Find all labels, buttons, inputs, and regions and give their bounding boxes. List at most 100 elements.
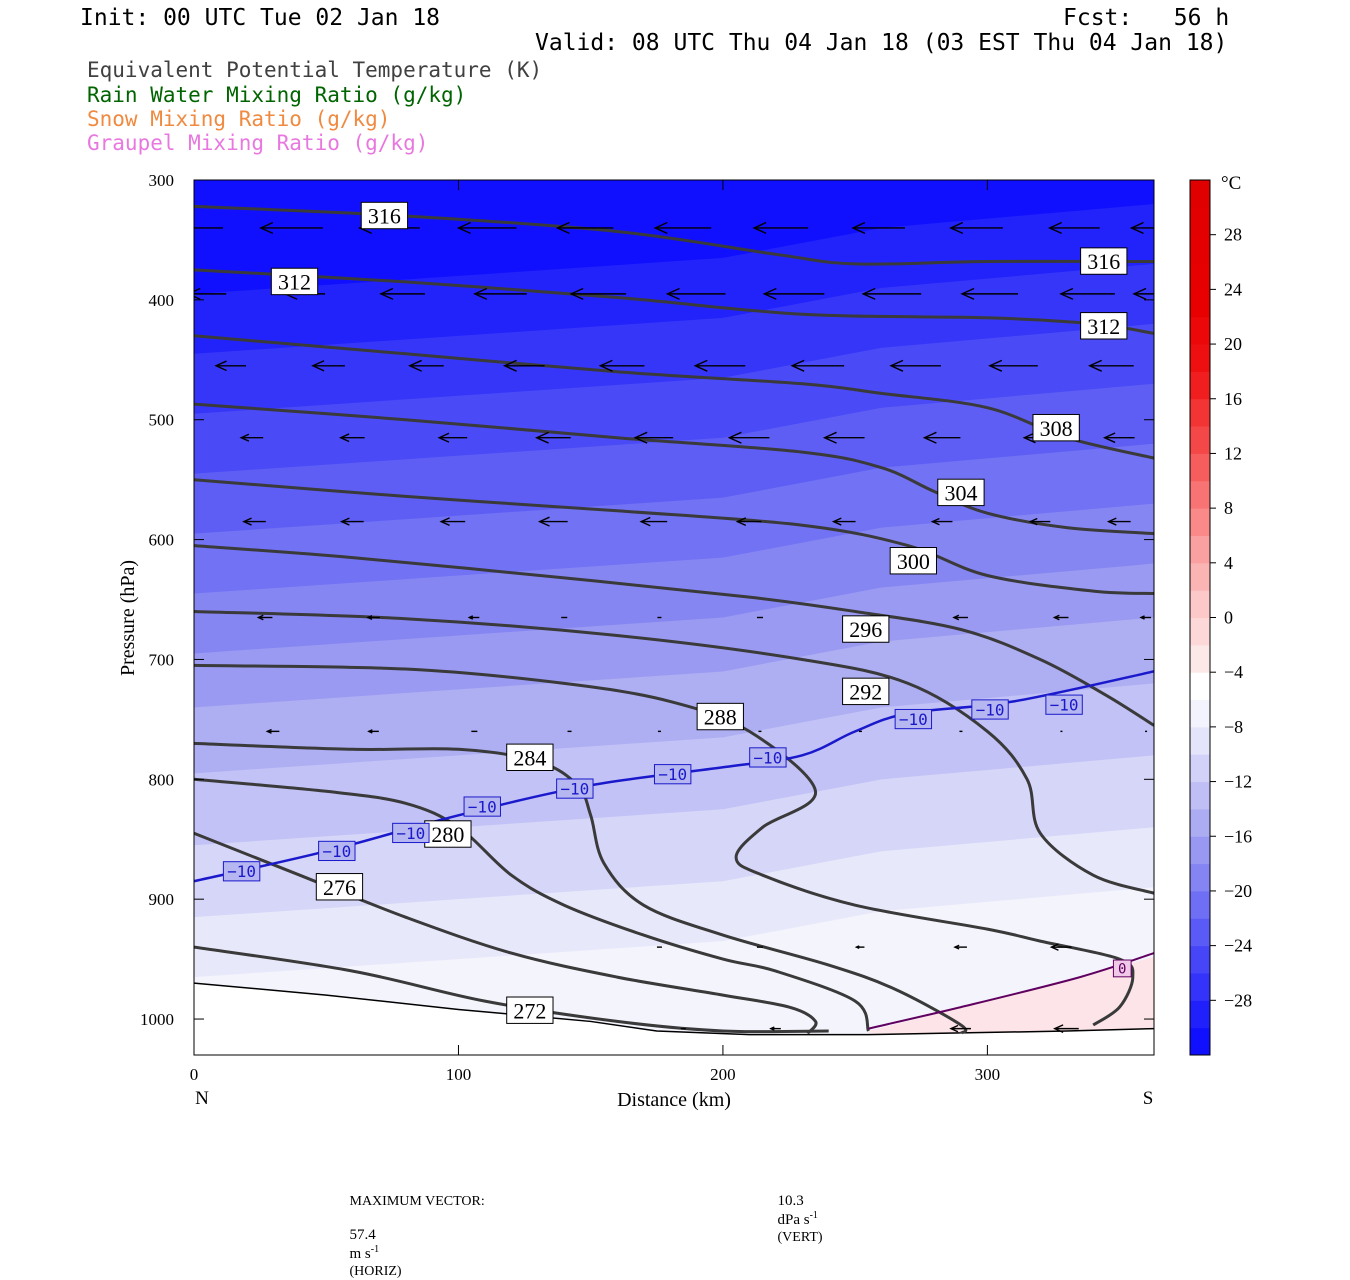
wind-vector-head — [598, 359, 613, 372]
contour-label-text: 0 — [1118, 962, 1126, 978]
init-time: Init: 00 UTC Tue 02 Jan 18 — [80, 5, 441, 31]
colorbar-segment — [1190, 945, 1210, 974]
wind-vector-head — [379, 287, 394, 300]
colorbar-segment — [1190, 726, 1210, 755]
colorbar-segment — [1190, 672, 1210, 701]
wind-vector-head — [952, 614, 960, 621]
wind-vector — [367, 729, 379, 734]
wind-vector — [242, 517, 266, 526]
contour-label-text: 296 — [849, 617, 882, 642]
wind-vector-head — [437, 432, 450, 443]
wind-vector — [569, 287, 627, 300]
contour-label-text: −10 — [753, 748, 782, 767]
wind-vector-head — [265, 728, 272, 734]
terrain-fill — [194, 983, 1154, 1055]
wind-vector — [1052, 614, 1069, 621]
x-axis-right-label: S — [1143, 1088, 1154, 1109]
wind-vector-head — [1053, 1024, 1064, 1034]
wind-vector — [408, 359, 444, 372]
colorbar-segment — [1190, 808, 1210, 837]
contour-label-text: −10 — [227, 862, 256, 881]
wind-vector-head — [988, 359, 1003, 372]
contour-label: 312 — [270, 267, 319, 296]
contour-label: 272 — [506, 996, 554, 1024]
wind-vector — [1132, 287, 1154, 300]
wind-vector-head — [1028, 517, 1038, 526]
contour-label-box — [222, 861, 261, 882]
wind-vector-head — [366, 614, 373, 621]
max-vector-label: MAXIMUM VECTOR: — [349, 1194, 485, 1209]
vert-vector-value: 10.3 — [777, 1193, 804, 1209]
theta-e-contour — [194, 777, 870, 1032]
contour-label-text: 292 — [849, 680, 882, 705]
colorbar-segment — [1190, 1027, 1210, 1056]
y-tick-label: 700 — [149, 650, 175, 669]
wind-vector-head — [831, 517, 842, 526]
colorbar-segment — [1190, 262, 1210, 290]
contour-label: 288 — [696, 702, 744, 731]
contour-label-text: 316 — [368, 204, 401, 229]
wind-vector-head — [633, 431, 648, 444]
contour-label-box — [1112, 959, 1132, 978]
colorbar-tick-label: −24 — [1224, 936, 1252, 956]
contour-label-box — [894, 708, 933, 730]
colorbar-segment — [1190, 1000, 1210, 1029]
contour-label-box — [556, 778, 594, 799]
wind-vector-head — [1059, 287, 1074, 300]
contour-label-text: −10 — [468, 797, 497, 816]
wind-vector — [949, 221, 1003, 234]
wind-vector-head — [727, 431, 742, 444]
cross-section-chart: 2722762802842882922963003043083123123163… — [117, 171, 1252, 1111]
contour-label-text: 304 — [944, 481, 977, 506]
wind-vector — [1139, 615, 1152, 620]
y-tick-label: 300 — [149, 171, 175, 190]
wind-vector — [633, 431, 674, 444]
theta-e-contour — [194, 544, 1154, 727]
contour-label: 280 — [424, 820, 472, 848]
wind-vector-head — [1047, 221, 1062, 234]
wind-vector-head — [534, 431, 549, 444]
contour-label: 304 — [937, 478, 985, 507]
contour-label-text: 308 — [1040, 416, 1073, 441]
contour-label: −10 — [653, 764, 692, 785]
wind-vector-head — [239, 433, 250, 442]
wind-vector — [194, 287, 227, 300]
wind-vector — [889, 359, 941, 372]
colorbar-tick-label: 8 — [1224, 498, 1233, 518]
colorbar-tick-label: −4 — [1224, 662, 1243, 682]
theta-e-contour — [194, 478, 1154, 595]
colorbar-segment — [1190, 562, 1210, 591]
wind-vector — [639, 516, 668, 527]
wind-vector-head — [367, 729, 373, 734]
horiz-vector-tag: (HORIZ) — [349, 1264, 402, 1279]
wind-vector-head — [861, 287, 876, 300]
wind-vector-head — [1022, 432, 1036, 444]
contour-label: −10 — [971, 699, 1009, 720]
wind-vector — [1102, 432, 1135, 444]
vert-vector-footer: 10.3 dPa s-1 (VERT) — [770, 1176, 823, 1246]
isotherm-minus10 — [194, 670, 1154, 883]
wind-vector — [1049, 943, 1072, 951]
contour-label-text: −10 — [899, 710, 928, 729]
wind-vector — [502, 359, 545, 372]
wind-vector-head — [338, 433, 350, 443]
wind-vector-head — [1132, 287, 1147, 300]
colorbar-tick-label: −20 — [1224, 881, 1252, 901]
wind-vector — [922, 431, 961, 444]
colorbar-segment — [1190, 289, 1210, 318]
wind-vector — [338, 433, 365, 443]
colorbar-segment — [1190, 180, 1210, 208]
contour-label: 296 — [842, 615, 890, 643]
contour-label-text: −10 — [658, 765, 687, 784]
contour-label-box — [842, 677, 890, 706]
contour-label-box — [506, 743, 554, 771]
wind-vector — [339, 517, 364, 526]
wind-vector — [861, 287, 922, 300]
contour-label-box — [506, 996, 554, 1024]
wind-vector-head — [930, 517, 940, 526]
wind-vector-head — [555, 221, 570, 234]
wind-vector — [1087, 359, 1134, 372]
contour-label: 312 — [1080, 312, 1128, 340]
contour-label-text: 312 — [1087, 314, 1120, 339]
contour-label: −10 — [222, 861, 261, 882]
